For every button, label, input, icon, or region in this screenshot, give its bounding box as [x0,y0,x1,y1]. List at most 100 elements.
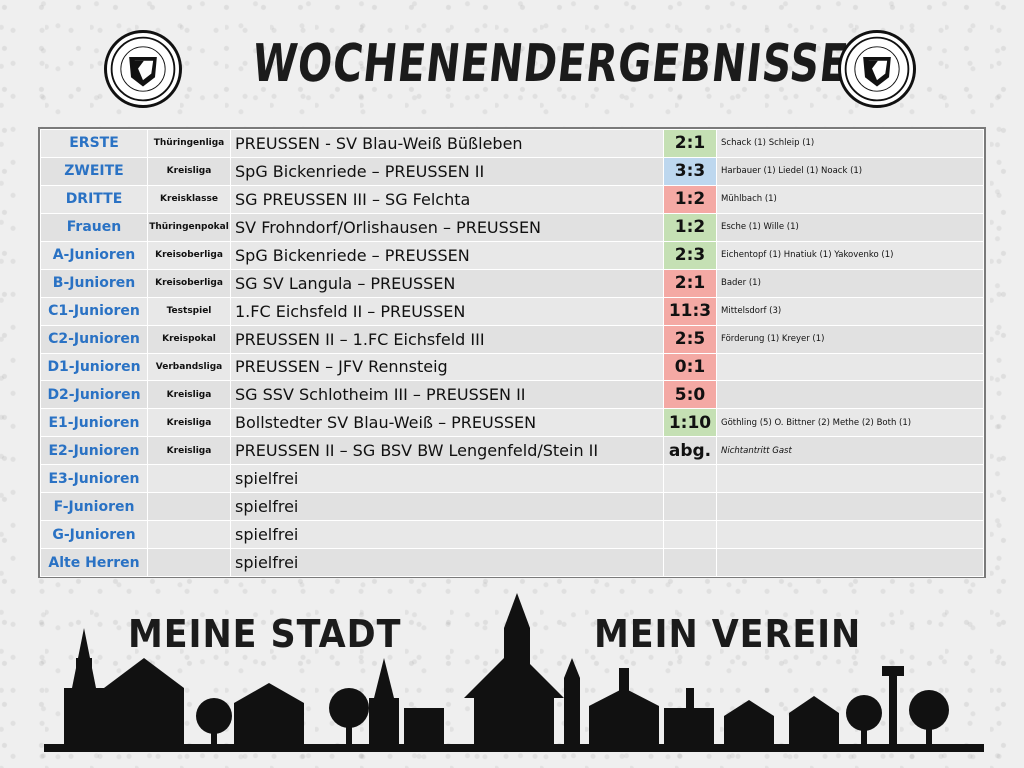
league-name: Kreisliga [147,408,231,438]
league-name [147,464,231,494]
match-score: 2:1 [663,129,717,158]
league-name: Thüringenliga [147,129,231,158]
goal-scorers: Mühlbach (1) [716,184,984,214]
goal-scorers [716,492,984,522]
league-name: Kreisoberliga [147,240,231,270]
goal-scorers: Eichentopf (1) Hnatiuk (1) Yakovenko (1) [716,240,984,270]
match-score: 1:10 [663,408,717,438]
match-score [663,492,717,522]
table-row: A-Junioren Kreisoberliga SpG Bickenriede –… [40,240,984,270]
team-name: C2-Junioren [40,324,148,354]
goal-scorers: Förderung (1) Kreyer (1) [716,324,984,354]
team-name: ZWEITE [40,156,148,186]
league-name: Kreispokal [147,324,231,354]
match-score: 1:2 [663,184,717,214]
table-row: C2-Junioren Kreispokal PREUSSEN II – 1.FC … [40,324,984,354]
team-name: G-Junioren [40,520,148,550]
league-name: Kreisliga [147,436,231,466]
match-pairing: SG SSV Schlotheim III – PREUSSEN II [230,380,664,410]
league-name [147,520,231,550]
goal-scorers [716,352,984,382]
match-score: 3:3 [663,156,717,186]
team-name: D2-Junioren [40,380,148,410]
league-name: Thüringenpokal [147,212,231,242]
match-pairing: SpG Bickenriede – PREUSSEN [230,240,664,270]
team-name: A-Junioren [40,240,148,270]
match-pairing: spielfrei [230,520,664,550]
match-pairing: spielfrei [230,548,664,577]
match-pairing: PREUSSEN - SV Blau-Weiß Büßleben [230,129,664,158]
match-score: 11:3 [663,296,717,326]
goal-scorers: Bader (1) [716,268,984,298]
league-name [147,548,231,577]
table-row: DRITTE Kreisklasse SG PREUSSEN III – SG Fe… [40,184,984,214]
league-name: Kreisliga [147,156,231,186]
table-row: Alte Herren spielfrei [40,548,984,577]
goal-scorers: Harbauer (1) Liedel (1) Noack (1) [716,156,984,186]
table-row: D2-Junioren Kreisliga SG SSV Schlotheim II… [40,380,984,410]
table-row: C1-Junioren Testspiel 1.FC Eichsfeld II – … [40,296,984,326]
match-score: 5:0 [663,380,717,410]
match-score: 2:1 [663,268,717,298]
match-score: 0:1 [663,352,717,382]
match-score: 1:2 [663,212,717,242]
club-logo-right [838,30,916,108]
team-name: D1-Junioren [40,352,148,382]
league-name: Kreisklasse [147,184,231,214]
league-name: Kreisliga [147,380,231,410]
goal-scorers: Nichtantritt Gast [716,436,984,466]
club-logo-left [104,30,182,108]
goal-scorers [716,464,984,494]
league-name: Testspiel [147,296,231,326]
league-name [147,492,231,522]
team-name: C1-Junioren [40,296,148,326]
match-pairing: SG PREUSSEN III – SG Felchta [230,184,664,214]
team-name: E1-Junioren [40,408,148,438]
table-row: B-Junioren Kreisoberliga SG SV Langula – P… [40,268,984,298]
match-pairing: SV Frohndorf/Orlishausen – PREUSSEN [230,212,664,242]
match-score: abg. [663,436,717,466]
table-row: Frauen Thüringenpokal SV Frohndorf/Orlisha… [40,212,984,242]
table-row: ZWEITE Kreisliga SpG Bickenriede – PREUSSE… [40,156,984,186]
page-title: WOCHENENDERGEBNISSE [249,34,852,94]
match-score: 2:5 [663,324,717,354]
header: WOCHENENDERGEBNISSE [0,20,1024,120]
goal-scorers: Mittelsdorf (3) [716,296,984,326]
table-row: E1-Junioren Kreisliga Bollstedter SV Blau-… [40,408,984,438]
table-row: E3-Junioren spielfrei [40,464,984,494]
league-name: Kreisoberliga [147,268,231,298]
goal-scorers: Esche (1) Wille (1) [716,212,984,242]
goal-scorers [716,520,984,550]
team-name: F-Junioren [40,492,148,522]
slogan-left: MEINE STADT [128,612,402,656]
team-name: ERSTE [40,129,148,158]
match-pairing: spielfrei [230,464,664,494]
match-pairing: Bollstedter SV Blau-Weiß – PREUSSEN [230,408,664,438]
team-name: Alte Herren [40,548,148,577]
match-pairing: SG SV Langula – PREUSSEN [230,268,664,298]
team-name: DRITTE [40,184,148,214]
goal-scorers [716,380,984,410]
goal-scorers: Schack (1) Schleip (1) [716,129,984,158]
table-row: G-Junioren spielfrei [40,520,984,550]
slogan-right: MEIN VEREIN [594,612,862,656]
team-name: E3-Junioren [40,464,148,494]
team-name: B-Junioren [40,268,148,298]
match-score [663,520,717,550]
table-row: E2-Junioren Kreisliga PREUSSEN II – SG BSV… [40,436,984,466]
league-name: Verbandsliga [147,352,231,382]
results-table: ERSTE Thüringenliga PREUSSEN - SV Blau-Wei… [38,127,986,578]
match-pairing: PREUSSEN II – SG BSV BW Lengenfeld/Stein… [230,436,664,466]
match-score: 2:3 [663,240,717,270]
city-skyline-illustration [44,593,984,752]
match-pairing: spielfrei [230,492,664,522]
match-pairing: SpG Bickenriede – PREUSSEN II [230,156,664,186]
team-name: E2-Junioren [40,436,148,466]
match-pairing: 1.FC Eichsfeld II – PREUSSEN [230,296,664,326]
table-row: ERSTE Thüringenliga PREUSSEN - SV Blau-Wei… [40,129,984,158]
table-row: D1-Junioren Verbandsliga PREUSSEN – JFV Re… [40,352,984,382]
match-score [663,464,717,494]
match-pairing: PREUSSEN – JFV Rennsteig [230,352,664,382]
team-name: Frauen [40,212,148,242]
table-row: F-Junioren spielfrei [40,492,984,522]
